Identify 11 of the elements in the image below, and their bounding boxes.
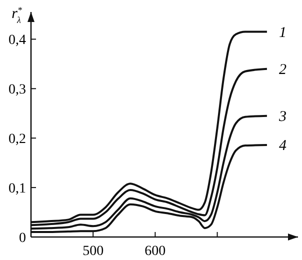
y-tick-label: 0,3 <box>8 82 26 98</box>
series-label: 2 <box>278 62 287 78</box>
x-tick-label: 600 <box>144 244 166 259</box>
series-label: 4 <box>278 138 287 154</box>
series-label: 1 <box>278 24 286 41</box>
y-tick-label: 0 <box>19 231 26 246</box>
y-tick-label: 0,1 <box>8 182 26 197</box>
y-tick-label: 0,2 <box>8 132 26 148</box>
series-label: 3 <box>278 108 286 125</box>
y-tick-label: 0,4 <box>8 33 26 48</box>
x-tick-label: 500 <box>82 244 104 259</box>
